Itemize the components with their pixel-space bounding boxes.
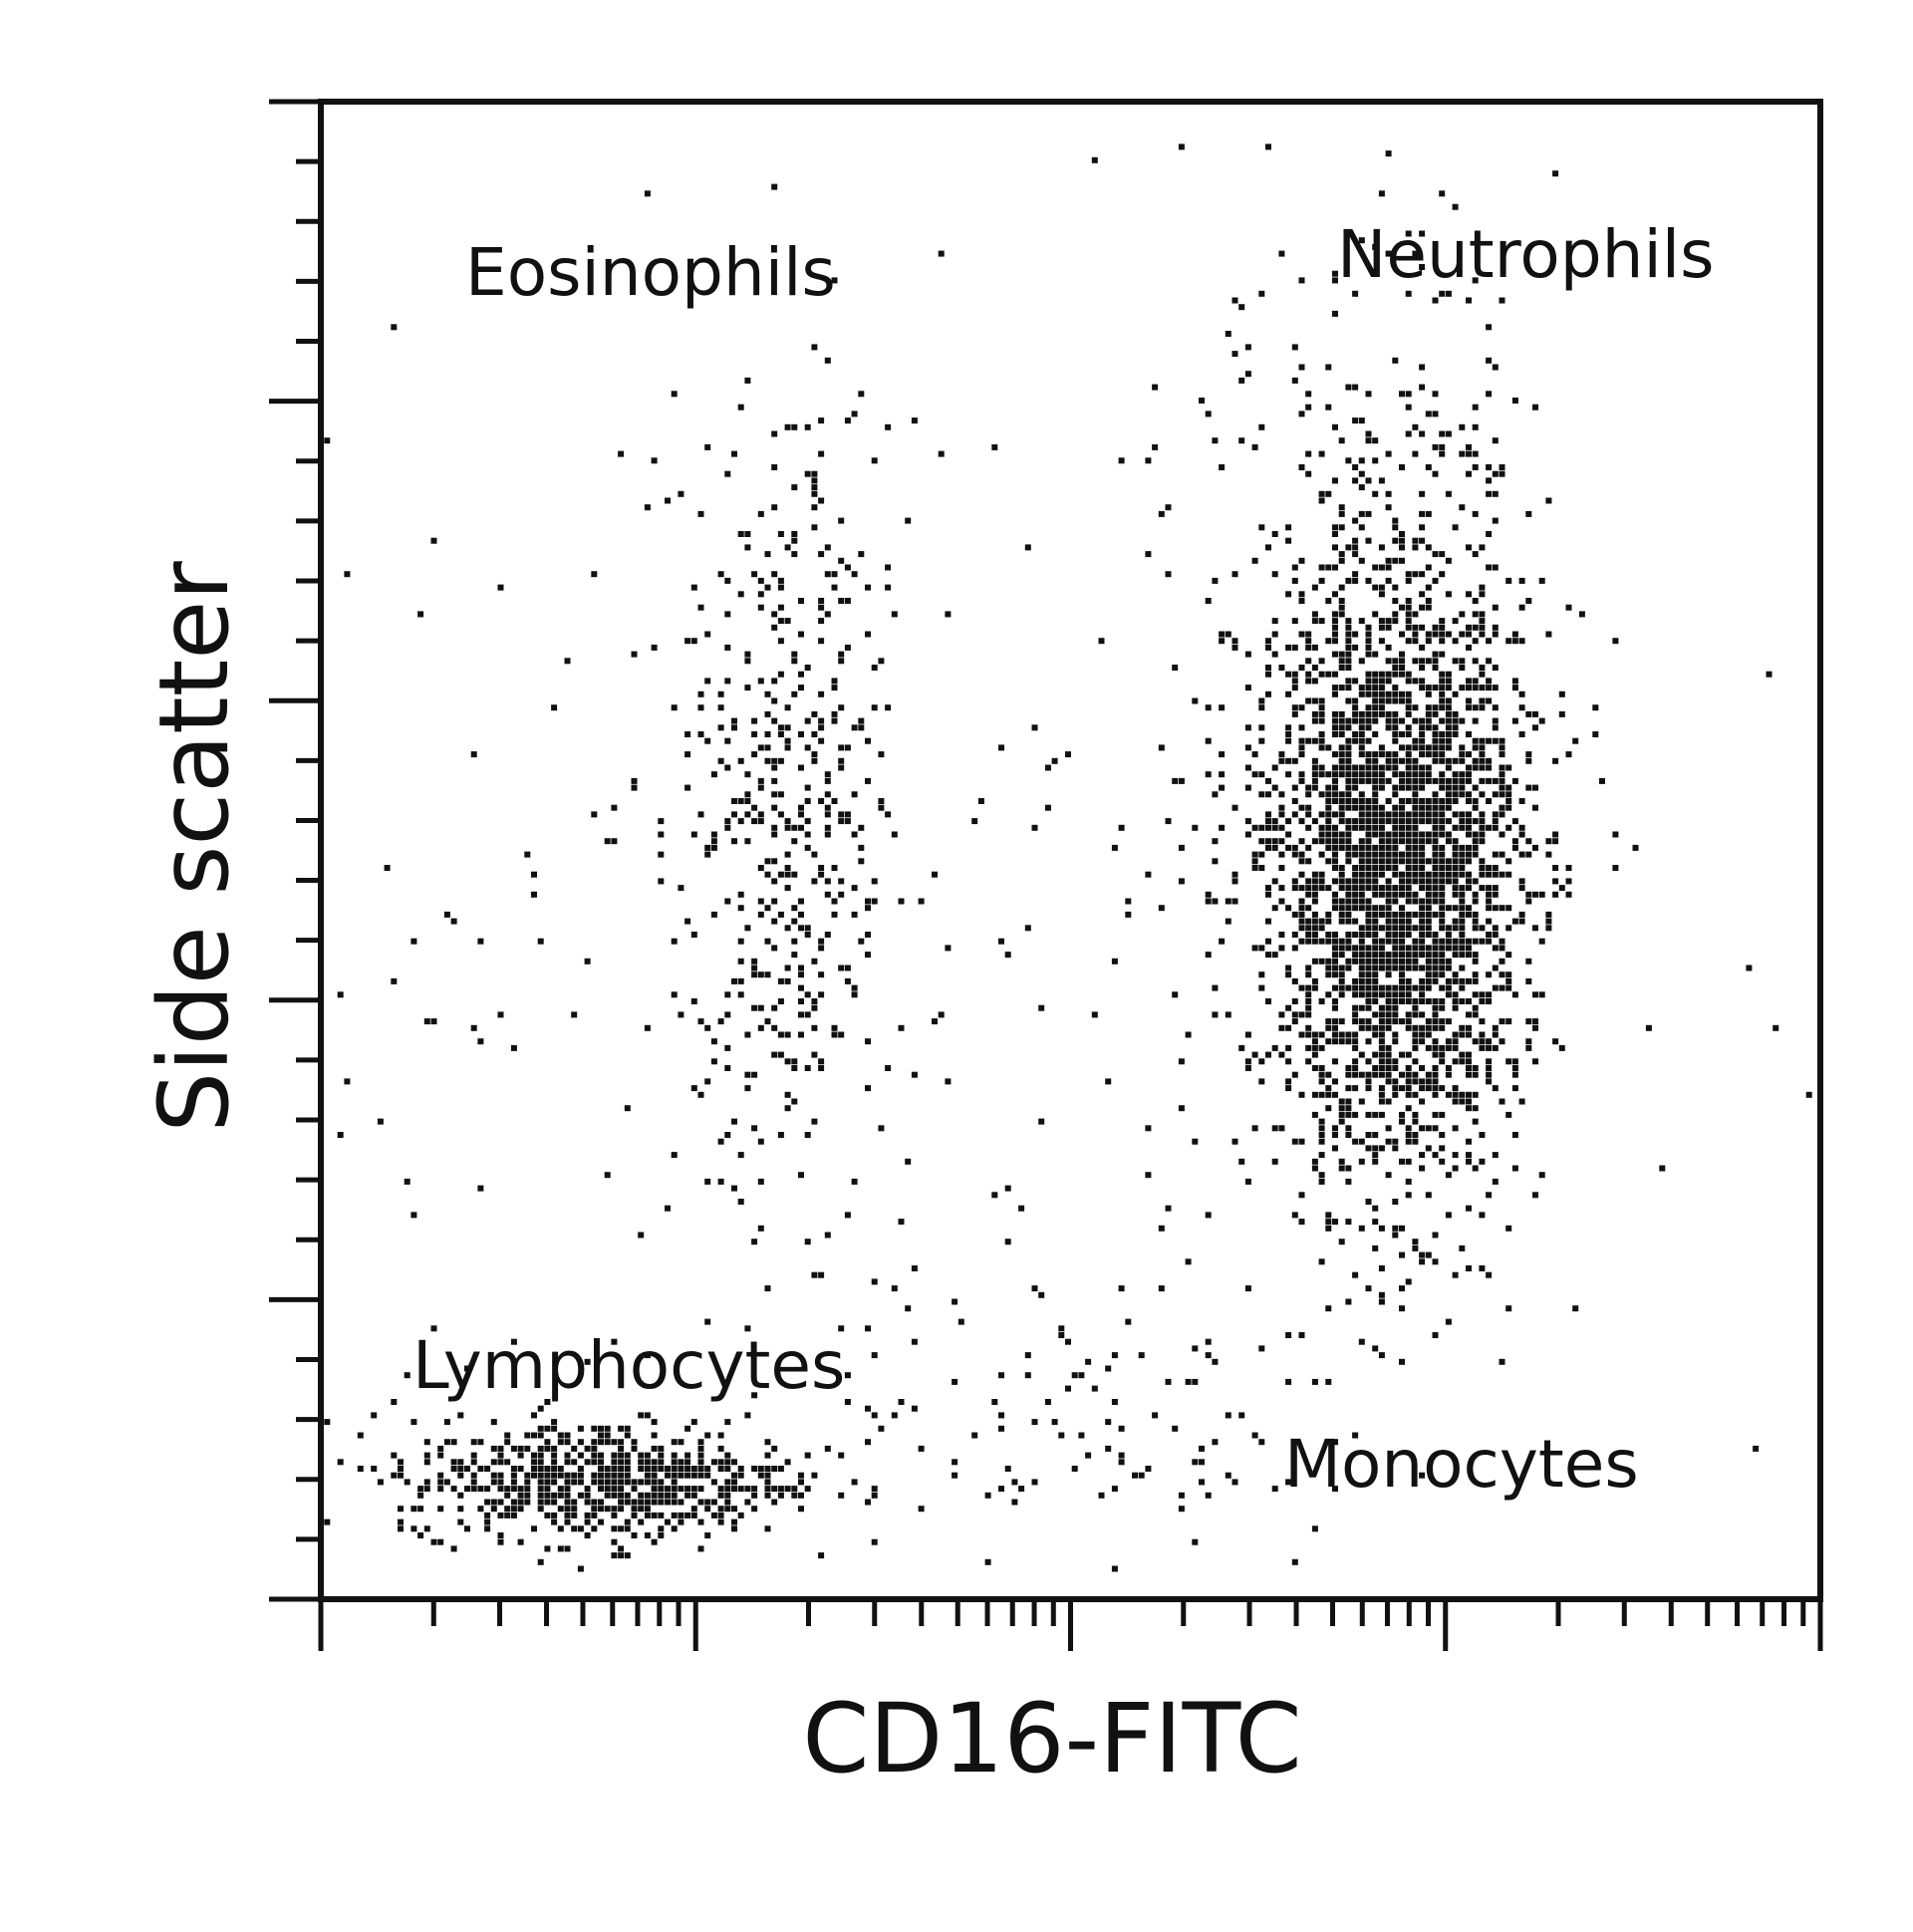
event-dots — [324, 143, 1812, 1572]
label-neutrophils: Neutrophils — [1337, 216, 1715, 293]
label-lymphocytes: Lymphocytes — [412, 1327, 845, 1404]
x-axis-ticks — [318, 1599, 1823, 1651]
label-eosinophils: Eosinophils — [465, 234, 836, 311]
y-axis-title: Side scatter — [138, 561, 250, 1133]
label-monocytes: Monocytes — [1284, 1426, 1639, 1503]
x-axis-title: CD16-FITC — [802, 1683, 1301, 1794]
y-axis-ticks — [269, 99, 321, 1602]
